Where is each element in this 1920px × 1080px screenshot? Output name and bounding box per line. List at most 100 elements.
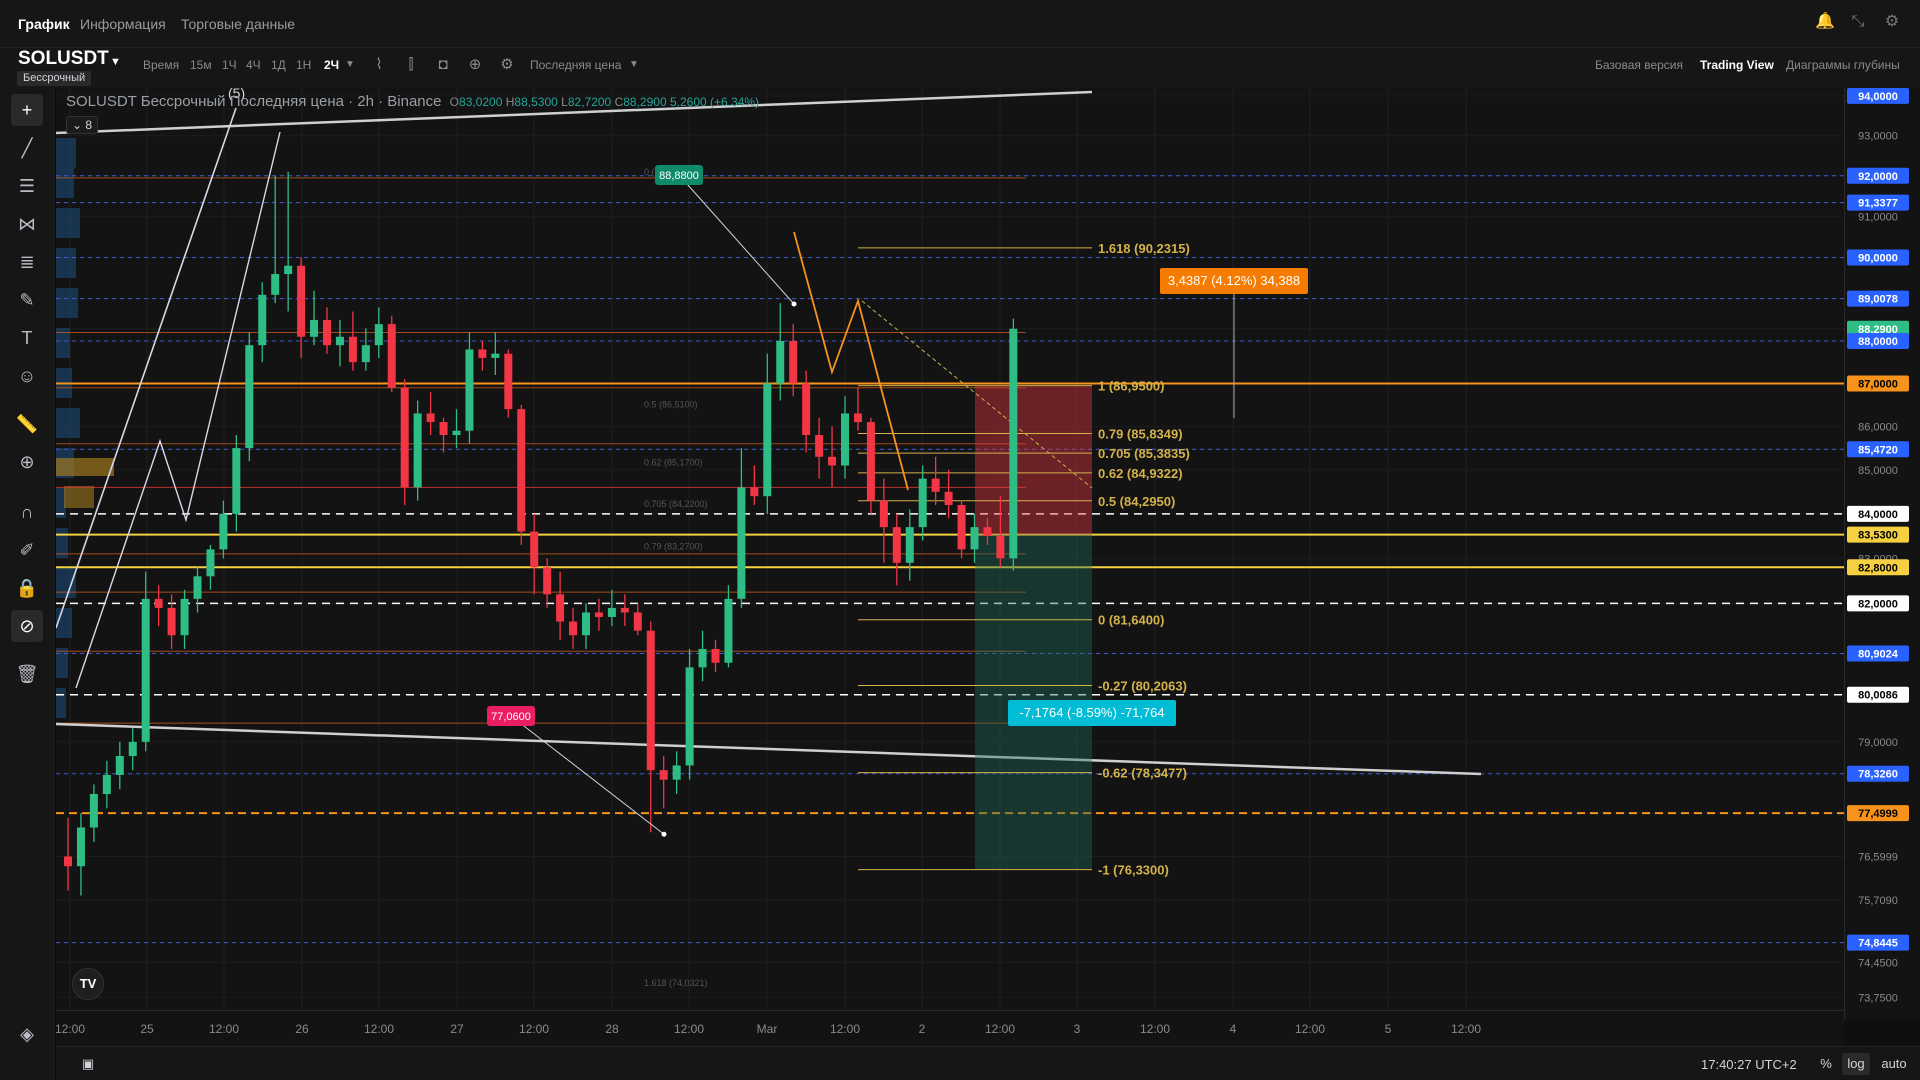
add-icon[interactable]: ⊕ <box>468 56 482 73</box>
candle-body <box>102 774 111 794</box>
interval-1h[interactable]: 1Ч <box>222 58 237 72</box>
interval-2h[interactable]: 2Ч <box>324 58 340 72</box>
time-axis-label: 12:00 <box>674 1022 704 1036</box>
view-basic[interactable]: Базовая версия <box>1595 58 1683 72</box>
candle-body <box>530 531 539 568</box>
gear-icon[interactable]: ⚙ <box>500 56 514 73</box>
perpetual-badge: Бессрочный <box>17 71 92 86</box>
drawing-toolbar: + ╱ ☰ ⋈ ≣ ✎ T ☺ 📏 ⊕ ∩ ✐ 🔒 ⊘ 🗑 ◈ <box>0 88 54 1080</box>
price-axis-label: 94,0000 <box>1858 91 1898 103</box>
calendar-range-icon[interactable]: ▣ <box>81 1056 95 1071</box>
price-tag-bg <box>1847 686 1909 703</box>
magnet-icon[interactable]: ∩ <box>20 502 34 522</box>
high-callout-box <box>655 165 703 185</box>
log-toggle[interactable]: log <box>1842 1053 1870 1075</box>
trendline-icon[interactable]: ╱ <box>21 138 33 158</box>
crosshair-icon[interactable]: + <box>11 94 43 126</box>
candle-body <box>711 648 720 663</box>
trash-icon[interactable]: 🗑 <box>15 664 39 684</box>
view-tradingview[interactable]: Trading View <box>1700 58 1774 72</box>
candle-body <box>633 612 642 631</box>
legend-change: 5,2600 (+6.34%) <box>669 95 760 109</box>
legend-high: 88,5300 <box>514 95 558 109</box>
text-icon[interactable]: T <box>21 328 33 348</box>
low-callout-box <box>487 706 535 726</box>
horizontal-lines-icon[interactable]: ☰ <box>18 176 36 196</box>
price-tag-bg <box>1847 375 1909 392</box>
chevron-down-icon[interactable]: ▼ <box>110 56 121 68</box>
price-axis-label: 79,0000 <box>1858 737 1898 749</box>
chart-canvas[interactable]: (5) 1.618 (90,2315) 1 (86,9500) 0.79 (85,83… <box>56 88 1844 1010</box>
chart-pane[interactable]: (5) 1.618 (90,2315) 1 (86,9500) 0.79 (85,83… <box>56 88 1844 1020</box>
zoom-icon[interactable]: ⊕ <box>19 452 35 472</box>
price-axis-label: 91,3377 <box>1858 198 1898 210</box>
interval-4h[interactable]: 4Ч <box>246 58 261 72</box>
interval-1d[interactable]: 1Д <box>271 58 286 72</box>
candle-type-icon[interactable]: ⫿ <box>408 56 414 73</box>
candle-body <box>776 340 785 384</box>
indicator-collapse-button[interactable]: ⌄ 8 <box>66 116 98 134</box>
lock-icon[interactable]: 🔒 <box>15 578 39 598</box>
time-axis-label: 4 <box>1230 1022 1237 1036</box>
tab-info[interactable]: Информация <box>80 16 166 32</box>
ruler-icon[interactable]: 📏 <box>15 414 39 434</box>
candle-body <box>996 536 1005 559</box>
brush-icon[interactable]: ✎ <box>19 290 35 310</box>
candle-body <box>400 387 409 488</box>
time-axis-label: 25 <box>140 1022 154 1036</box>
layers-icon[interactable]: ◈ <box>20 1024 34 1044</box>
bell-icon[interactable]: 🔔 <box>1815 13 1835 30</box>
candle-body <box>452 430 461 436</box>
wave-label: (5) <box>228 88 245 101</box>
candle-body <box>543 567 552 595</box>
volume-profile-bar <box>56 138 76 168</box>
clock: 17:40:27 UTC+2 <box>1701 1057 1797 1072</box>
time-label[interactable]: Время <box>143 58 180 72</box>
fib-label: 0 (81,6400) <box>1098 613 1165 628</box>
price-axis-label: 78,3260 <box>1858 769 1898 781</box>
interval-15m[interactable]: 15м <box>190 58 212 72</box>
collapse-icon[interactable]: ⤡ <box>1851 13 1865 30</box>
fib-label: -0.27 (80,2063) <box>1098 679 1187 694</box>
fib-label: 0.79 (85,8349) <box>1098 427 1183 442</box>
tab-trading-data[interactable]: Торговые данные <box>181 16 296 32</box>
pattern-icon[interactable]: ⋈ <box>18 214 36 234</box>
candle-body <box>659 770 668 780</box>
candle-body <box>685 667 694 766</box>
fib-icon[interactable]: ≣ <box>19 252 35 272</box>
wave-line <box>56 107 237 629</box>
price-tag-bg <box>1847 526 1909 543</box>
pattern-projection <box>861 300 1093 489</box>
view-depth[interactable]: Диаграммы глубины <box>1786 58 1900 72</box>
low-callout-pointer <box>510 715 665 835</box>
emoji-icon[interactable]: ☺ <box>17 366 37 386</box>
camera-icon[interactable]: ◘ <box>438 56 448 73</box>
price-axis[interactable]: 94,0000 93,0000 92,0000 91,3377 91,0000 90,00… <box>1844 88 1920 1080</box>
indicators-icon[interactable]: ⌇ <box>375 56 383 73</box>
hide-drawings-icon[interactable]: ⊘ <box>11 610 43 642</box>
chevron-down-icon[interactable]: ▼ <box>629 59 639 70</box>
symbol-name[interactable]: SOLUSDT <box>18 48 109 69</box>
settings-icon[interactable]: ⚙ <box>1884 13 1900 30</box>
candle-body <box>620 607 629 613</box>
price-tag-bg <box>1847 559 1909 576</box>
candle-body <box>219 513 228 550</box>
candle-body <box>750 487 759 497</box>
auto-toggle[interactable]: auto <box>1881 1056 1907 1071</box>
volume-profile-bar <box>64 486 94 508</box>
price-tag-bg <box>1847 320 1909 337</box>
price-axis-label: 93,0000 <box>1858 131 1898 143</box>
candle-body <box>193 576 202 599</box>
price-tag-bg <box>1847 765 1909 782</box>
price-type-select[interactable]: Последняя цена <box>530 58 622 72</box>
percent-toggle[interactable]: % <box>1820 1056 1832 1071</box>
lock-pen-icon[interactable]: ✐ <box>19 540 35 560</box>
tradingview-logo[interactable]: TV <box>72 968 104 1000</box>
candle-body <box>478 349 487 358</box>
candle-body <box>763 383 772 497</box>
interval-1w[interactable]: 1Н <box>296 58 312 72</box>
time-axis[interactable]: 12:00 25 12:00 26 12:00 27 12:00 28 12:00 Mar 12:0… <box>56 1010 1844 1046</box>
tab-chart[interactable]: График <box>18 16 70 32</box>
chevron-down-icon[interactable]: ▼ <box>345 59 355 70</box>
price-axis-label: 84,0000 <box>1858 509 1898 521</box>
